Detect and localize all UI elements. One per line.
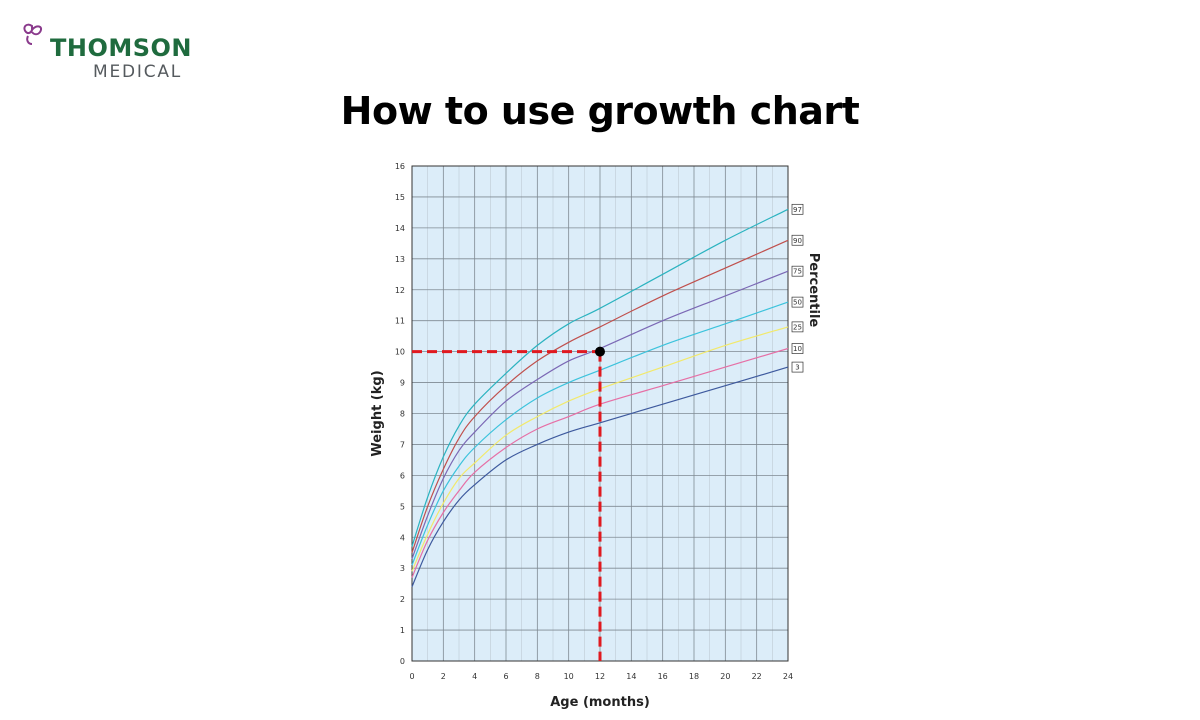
x-tick-label: 4 [472,672,477,681]
y-axis-label: Weight (kg) [370,370,385,456]
butterfly-icon [23,23,42,45]
percentile-tag-label: 3 [795,364,799,372]
y-tick-label: 7 [400,440,405,449]
x-tick-label: 22 [752,672,762,681]
percentile-tag-label: 25 [793,323,802,331]
annotation-point-marker [595,346,605,357]
x-tick-label: 24 [783,672,793,681]
percentile-tag-box [791,361,804,373]
x-tick-label: 0 [409,672,414,681]
y-tick-label: 3 [400,564,405,573]
x-tick-label: 16 [658,672,668,681]
y-tick-label: 12 [395,286,405,295]
y-tick-label: 8 [400,410,405,419]
series-line-p3 [411,366,789,588]
percentile-tag-box [791,203,804,215]
y-tick-label: 10 [395,348,405,357]
series-line-p75 [411,270,789,560]
series-line-p50 [411,301,789,566]
page-title: How to use growth chart [340,89,860,133]
y-tick-label: 2 [400,595,405,604]
x-tick-label: 2 [441,672,446,681]
series-line-p90 [411,239,789,553]
x-tick-label: 12 [595,672,605,681]
y-tick-label: 15 [395,193,405,202]
x-axis-label: Age (months) [550,695,650,710]
x-tick-label: 10 [564,672,574,681]
x-tick-label: 18 [689,672,699,681]
series-line-p10 [411,347,789,578]
percentile-tag-box [791,296,804,308]
percentile-tag-label: 97 [793,206,802,214]
y-tick-label: 6 [400,471,405,480]
y-tick-label: 0 [400,657,405,666]
percentile-tag-label: 75 [793,268,802,276]
y-tick-label: 13 [395,255,405,264]
percentile-tag-label: 10 [793,345,802,353]
x-tick-label: 14 [626,672,636,681]
brand-name-line1: THOMSON [50,34,193,62]
brand-name-line2: MEDICAL [93,62,183,82]
x-tick-label: 20 [720,672,730,681]
legend-title: Percentile [806,253,821,328]
x-tick-label: 8 [535,672,540,681]
y-tick-label: 11 [395,317,405,326]
percentile-tag-box [791,343,804,354]
percentile-tag-box [791,234,804,246]
percentile-tag-label: 50 [793,299,802,307]
y-tick-label: 1 [400,626,405,635]
percentile-tag-label: 90 [793,237,802,245]
x-tick-label: 6 [503,672,508,681]
percentile-tag-box [791,265,804,277]
y-tick-label: 16 [395,162,405,171]
y-tick-label: 5 [400,502,405,511]
series-line-p25 [411,326,789,572]
percentile-tag-box [791,321,804,333]
thomson-medical-logo: THOMSON MEDICAL [20,20,220,84]
y-tick-label: 9 [400,379,405,388]
y-tick-label: 14 [395,224,405,233]
y-tick-label: 4 [400,533,405,542]
series-line-p97 [411,208,789,547]
